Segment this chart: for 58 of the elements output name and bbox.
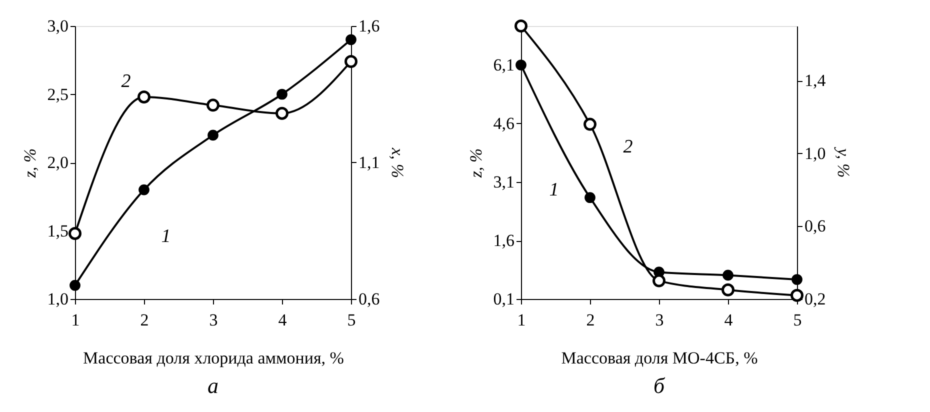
- point: [276, 88, 288, 100]
- y2-axis-title: x, %: [388, 146, 407, 178]
- y-axis-title: z, %: [466, 148, 486, 179]
- x-axis-title: Массовая доля хлорида аммония, %: [83, 348, 344, 368]
- point: [138, 90, 150, 104]
- x-tick-label: 2: [586, 310, 595, 330]
- point: [206, 98, 220, 112]
- point: [346, 34, 356, 46]
- y2-tick-label: 0,2: [804, 290, 826, 308]
- y2-tick-label: 0,6: [358, 290, 380, 308]
- y-tick-label: 3,0: [47, 16, 68, 36]
- point: [584, 118, 596, 131]
- x-tick-label: 4: [724, 310, 734, 330]
- x-tick-label: 3: [655, 310, 664, 330]
- point: [584, 192, 596, 204]
- annotation: 2: [623, 136, 634, 158]
- point: [790, 288, 804, 302]
- y2-tick-label: 1,1: [358, 153, 380, 172]
- y2-tick-label: 1,4: [804, 71, 826, 90]
- y-tick-label: 6,1: [493, 56, 514, 74]
- y-tick-label: 4,6: [493, 114, 514, 133]
- y2-axis-title: y, %: [834, 146, 853, 178]
- y2-tick-label: 1,0: [804, 144, 826, 163]
- x-tick-label: 5: [793, 310, 802, 330]
- y-tick-label: 1,6: [493, 231, 514, 250]
- point: [68, 226, 82, 240]
- y-tick-label: 1,0: [47, 290, 68, 308]
- y-tick-label: 1,5: [47, 221, 68, 240]
- y2-tick-label: 0,6: [804, 216, 826, 236]
- y-tick-label: 2,0: [47, 153, 68, 172]
- point: [516, 60, 526, 70]
- y-tick-label: 2,5: [47, 84, 68, 104]
- x-tick-label: 3: [209, 310, 218, 330]
- point: [276, 106, 288, 120]
- x-tick-label: 1: [517, 310, 526, 330]
- point: [514, 20, 528, 32]
- x-tick-label: 4: [278, 310, 288, 330]
- x-tick-label: 2: [140, 310, 149, 330]
- point: [344, 55, 358, 68]
- y-axis-title: z, %: [20, 148, 40, 179]
- text: а: [208, 373, 218, 398]
- point: [722, 283, 734, 296]
- point: [792, 274, 802, 285]
- x-tick-label: 1: [71, 310, 80, 330]
- y-tick-label: 0,1: [493, 290, 514, 308]
- point: [208, 130, 218, 141]
- point: [138, 184, 150, 196]
- text: б: [653, 373, 666, 398]
- y-tick-label: 3,1: [493, 172, 514, 192]
- point: [652, 274, 666, 288]
- annotation: 1: [549, 180, 559, 201]
- y2-tick-label: 1,6: [358, 16, 380, 36]
- point: [70, 280, 80, 291]
- x-tick-label: 5: [347, 310, 356, 330]
- x-axis-title: Массовая доля МО-4СБ, %: [561, 348, 758, 368]
- annotation: 1: [161, 226, 171, 247]
- point: [722, 270, 734, 281]
- annotation: 2: [121, 70, 132, 92]
